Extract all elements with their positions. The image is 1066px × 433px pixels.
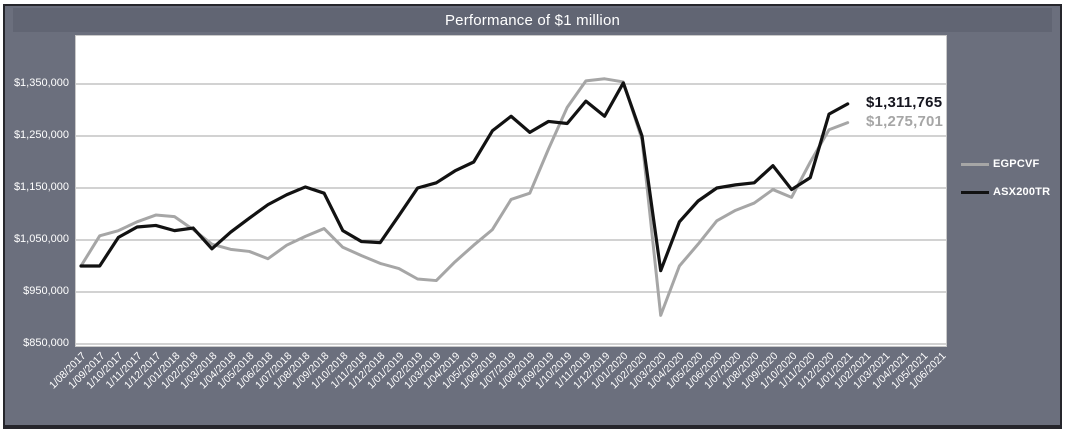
chart-frame[interactable]: Performance of $1 million $1,350,000 $1,2… [3,4,1062,429]
legend-swatch-egpcvf [961,162,989,166]
y-axis-tick-label: $1,150,000 [13,181,69,193]
plot-area [75,35,947,347]
series-line-egpcvf [79,77,850,317]
data-label-asx200tr: $1,311,765 [866,94,943,111]
y-axis-tick-label: $1,250,000 [13,129,69,141]
legend-label-egpcvf: EGPCVF [993,158,1040,170]
data-label-egpcvf: $1,275,701 [866,113,944,130]
legend: EGPCVF ASX200TR [961,150,1050,206]
legend-label-asx200tr: ASX200TR [993,186,1051,198]
legend-item-asx200tr[interactable]: ASX200TR [961,178,1050,206]
y-axis-tick-label: $850,000 [23,337,69,349]
chart-title-band: Performance of $1 million [13,8,1052,32]
chart-title: Performance of $1 million [444,11,621,29]
y-axis-tick-label: $1,350,000 [13,77,69,89]
chart-svg [76,77,946,345]
legend-swatch-asx200tr [961,190,989,194]
series-line-asx200tr [79,81,850,273]
y-axis-tick-label: $950,000 [23,285,69,297]
y-axis-tick-label: $1,050,000 [13,233,69,245]
legend-item-egpcvf[interactable]: EGPCVF [961,150,1050,178]
